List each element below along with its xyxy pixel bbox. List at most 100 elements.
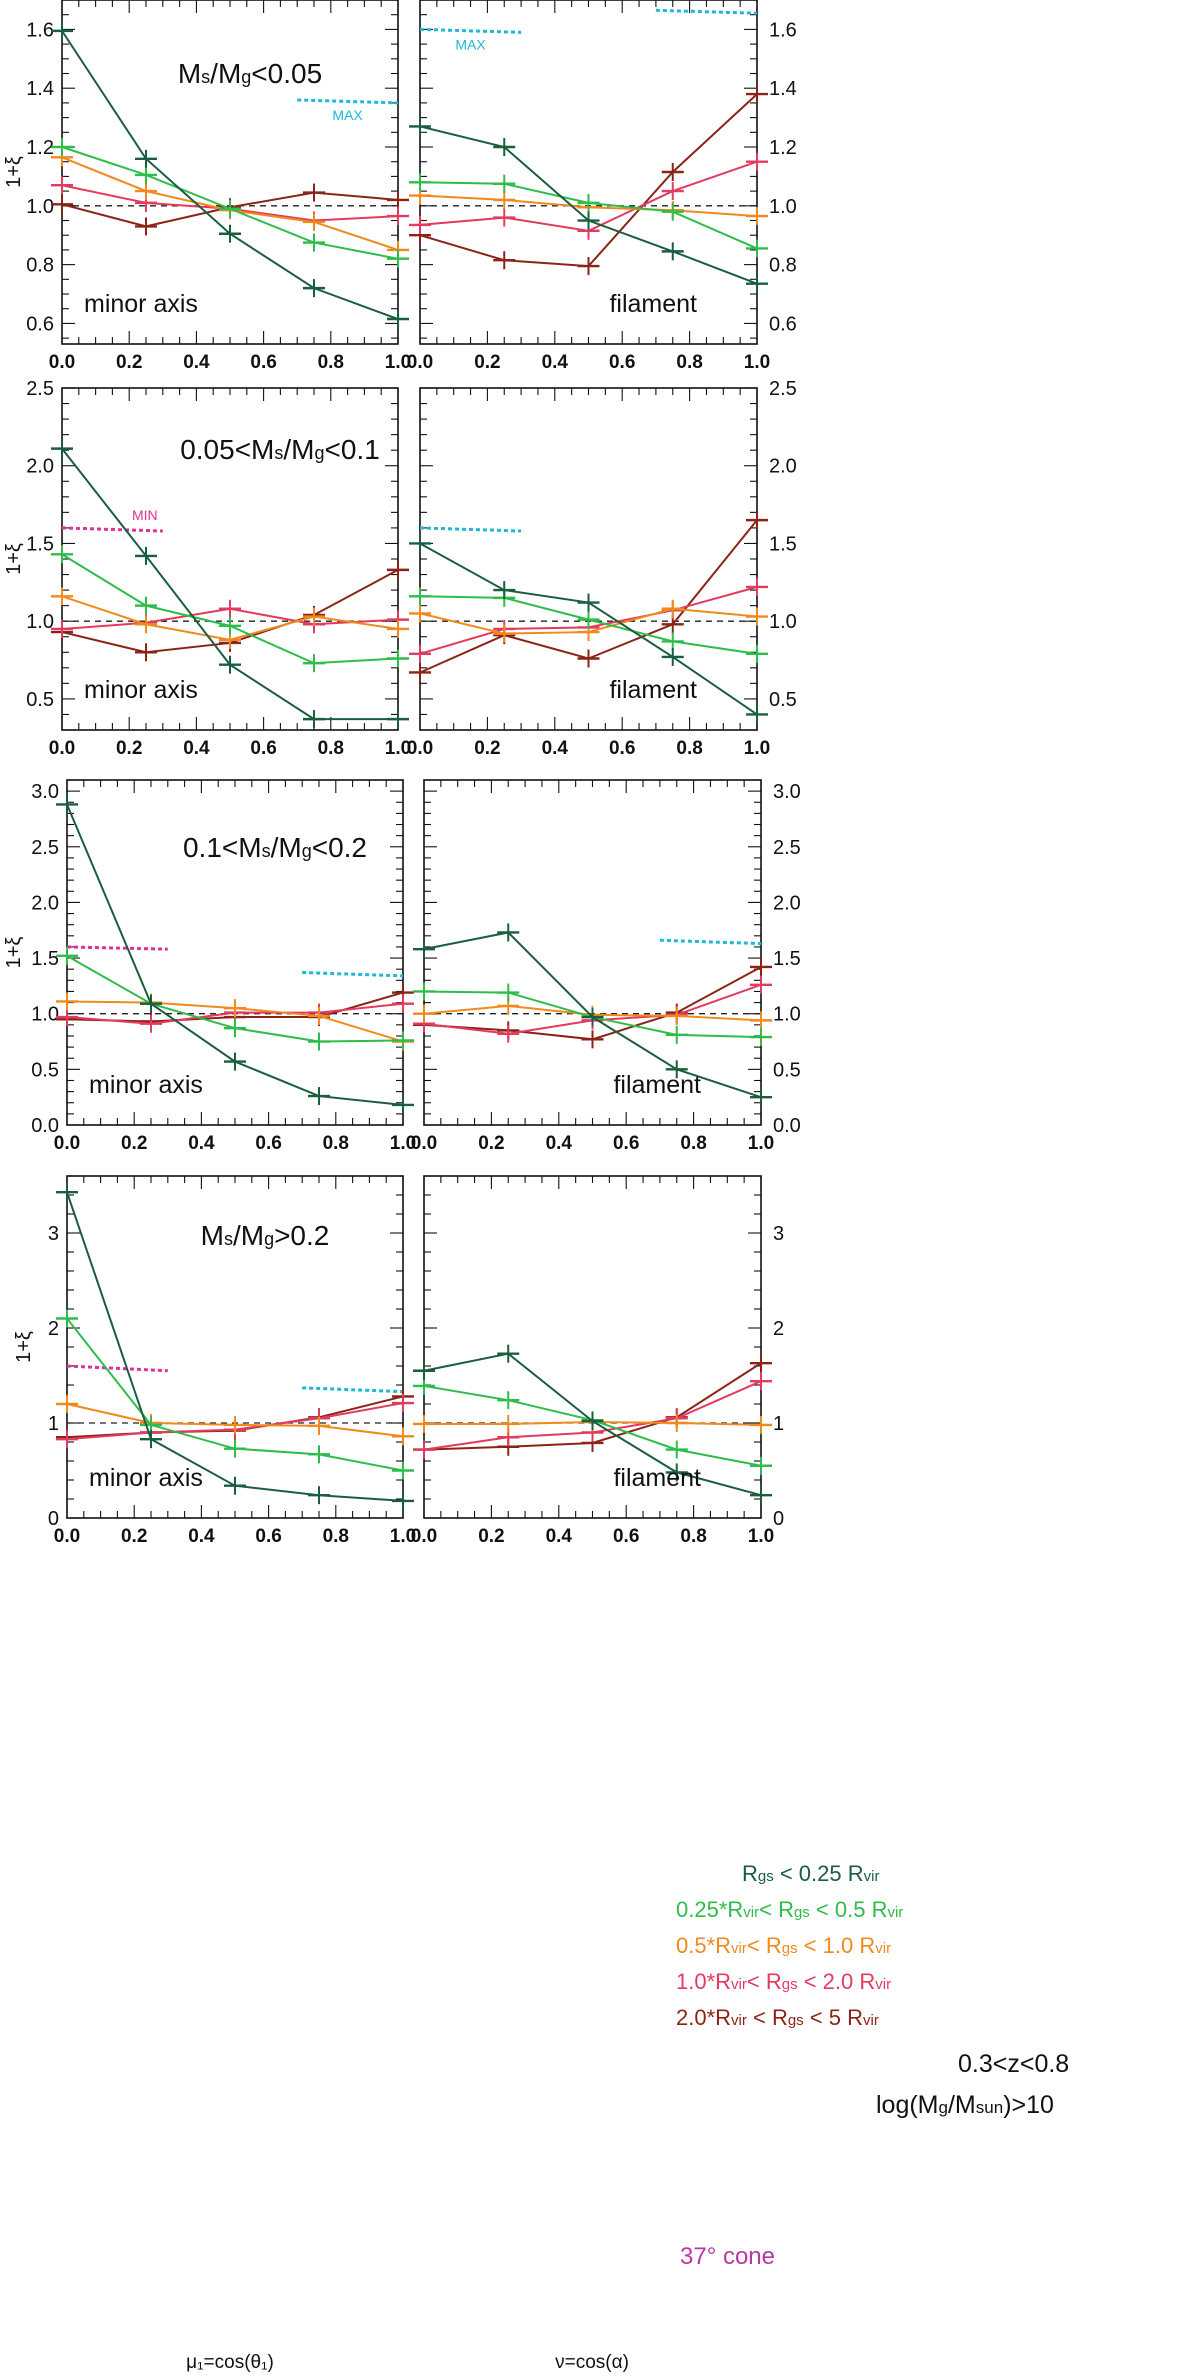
row-title-3-part: g bbox=[302, 841, 312, 861]
y-tick-label: 2.0 bbox=[769, 456, 797, 478]
legend-text-part: vir bbox=[875, 1976, 891, 1993]
y-tick-label: 1.0 bbox=[769, 196, 797, 218]
series-r2 bbox=[51, 545, 409, 673]
y-tick-label: 1.0 bbox=[773, 1004, 801, 1026]
legend-text-part: vir bbox=[743, 1904, 759, 1921]
panel-frame bbox=[419, 387, 758, 731]
series-r3 bbox=[51, 587, 409, 649]
panel-r2-minor-axis: 0.0 0.2 0.4 0.6 0.8 1.0 0.5 1.0 1.5 2.0 2.5 MIN mino… bbox=[26, 378, 411, 759]
y-tick-label: 2.0 bbox=[26, 456, 54, 478]
row-title-4-part: >0.2 bbox=[274, 1220, 329, 1251]
caption-filament: filament bbox=[609, 290, 697, 318]
legend-text-part: gs bbox=[794, 1904, 810, 1921]
min-reference-line bbox=[61, 526, 163, 533]
y-axis-label: 1+ξ bbox=[13, 1331, 35, 1363]
y-tick-label: 1.0 bbox=[769, 611, 797, 633]
max-reference-line bbox=[655, 8, 758, 15]
max-reference-line bbox=[297, 98, 399, 105]
x-tick-label: 0.0 bbox=[407, 352, 433, 373]
caption-minor-axis: minor axis bbox=[84, 676, 198, 704]
caption-minor-axis: minor axis bbox=[84, 290, 198, 318]
x-tick-label: 1.0 bbox=[385, 352, 411, 373]
y-ticks bbox=[420, 387, 757, 731]
series-r5 bbox=[413, 957, 772, 1049]
x-tick-label: 0.2 bbox=[116, 738, 142, 759]
series-r2 bbox=[56, 1309, 414, 1480]
x-tick-label: 0.4 bbox=[188, 1526, 215, 1547]
x-ticks bbox=[66, 1176, 404, 1518]
y-tick-label: 0.0 bbox=[773, 1115, 801, 1137]
x-tick-label: 0.6 bbox=[609, 352, 635, 373]
row-title-2-part: <0.1 bbox=[325, 434, 380, 465]
legend-entry-r4: 1.0*Rvir< Rgs < 2.0 Rvir bbox=[676, 1969, 891, 1994]
panel-frame bbox=[423, 1175, 762, 1519]
caption-filament: filament bbox=[613, 1464, 701, 1492]
y-tick-label: 3.0 bbox=[31, 781, 59, 803]
x-tick-label: 0.2 bbox=[121, 1133, 147, 1154]
max-reference-line bbox=[302, 1386, 404, 1394]
mass-cut-part: sun bbox=[976, 2098, 1003, 2117]
x-tick-label: 0.4 bbox=[542, 738, 569, 759]
series-r1 bbox=[51, 439, 409, 729]
max-reference-line bbox=[419, 526, 522, 533]
legend-text-part: R bbox=[742, 1861, 758, 1886]
caption-filament: filament bbox=[609, 676, 697, 704]
legend-text-part: < 5 R bbox=[804, 2005, 863, 2030]
y-ticks bbox=[62, 0, 398, 339]
y-tick-label: 1.5 bbox=[769, 533, 797, 555]
row-title-3-part: 0.1<M bbox=[183, 832, 262, 863]
legend-text-part: vir bbox=[875, 1940, 891, 1957]
legend-text-part: 0.5*R bbox=[676, 1933, 731, 1958]
y-axis-label: 1+ξ bbox=[3, 937, 25, 969]
series-r1 bbox=[413, 923, 772, 1107]
legend-redshift: 0.3<z<0.8 bbox=[958, 2050, 1069, 2078]
x-tick-label: 0.8 bbox=[676, 738, 702, 759]
row-title-1-part: s bbox=[201, 67, 210, 87]
y-tick-label: 0.8 bbox=[769, 255, 797, 277]
x-tick-label: 1.0 bbox=[390, 1526, 416, 1547]
series-r2 bbox=[56, 946, 414, 1051]
y-tick-label: 2.0 bbox=[31, 892, 59, 914]
caption-minor-axis: minor axis bbox=[89, 1464, 203, 1492]
row-title-1-part: <0.05 bbox=[251, 58, 322, 89]
x-tick-label: 1.0 bbox=[385, 738, 411, 759]
y-tick-label: 2.5 bbox=[26, 378, 54, 400]
x-tick-label: 0.0 bbox=[411, 1133, 437, 1154]
series-r1 bbox=[56, 795, 414, 1114]
y-tick-label: 1.0 bbox=[31, 1004, 59, 1026]
y-tick-label: 0.8 bbox=[26, 255, 54, 277]
x-ticks bbox=[419, 388, 758, 730]
min-reference-line bbox=[66, 1364, 168, 1373]
y-tick-label: 1.4 bbox=[769, 78, 797, 100]
row-title-2: 0.05<Ms/Mg<0.1 bbox=[180, 434, 380, 465]
legend-text-part: 0.25*R bbox=[676, 1897, 743, 1922]
max-reference-line bbox=[659, 938, 762, 946]
legend-text-part: gs bbox=[758, 1868, 774, 1885]
y-axis-label: 1+ξ bbox=[3, 156, 25, 188]
y-tick-label: 1.5 bbox=[31, 948, 59, 970]
y-tick-label: 1.5 bbox=[773, 948, 801, 970]
max-reference-line bbox=[419, 27, 522, 34]
row-title-4-part: /M bbox=[233, 1220, 264, 1251]
x-tick-label: 0.8 bbox=[680, 1133, 706, 1154]
x-tick-label: 0.4 bbox=[188, 1133, 215, 1154]
cone-label: 37° cone bbox=[680, 2243, 775, 2270]
row-title-1: Ms/Mg<0.05 bbox=[178, 58, 322, 89]
row-title-4-part: g bbox=[264, 1229, 274, 1249]
x-tick-label: 0.2 bbox=[478, 1133, 504, 1154]
series-r2 bbox=[51, 138, 409, 268]
x-tick-label: 0.0 bbox=[49, 738, 75, 759]
y-tick-label: 0.5 bbox=[773, 1059, 801, 1081]
x-tick-label: 0.4 bbox=[183, 738, 210, 759]
legend-text-part: vir bbox=[887, 1904, 903, 1921]
max-label: MAX bbox=[455, 36, 486, 52]
y-ticks bbox=[67, 1175, 403, 1519]
row-title-2-part: g bbox=[314, 443, 324, 463]
legend-entry-r2: 0.25*Rvir< Rgs < 0.5 Rvir bbox=[676, 1897, 903, 1922]
y-tick-label: 1 bbox=[48, 1413, 59, 1435]
legend-text-part: vir bbox=[731, 2012, 747, 2029]
legend-mass-cut: log(Mg/Msun)>10 bbox=[876, 2091, 1054, 2119]
y-tick-label: 1.2 bbox=[26, 137, 54, 159]
legend-text-part: < 1.0 R bbox=[798, 1933, 876, 1958]
